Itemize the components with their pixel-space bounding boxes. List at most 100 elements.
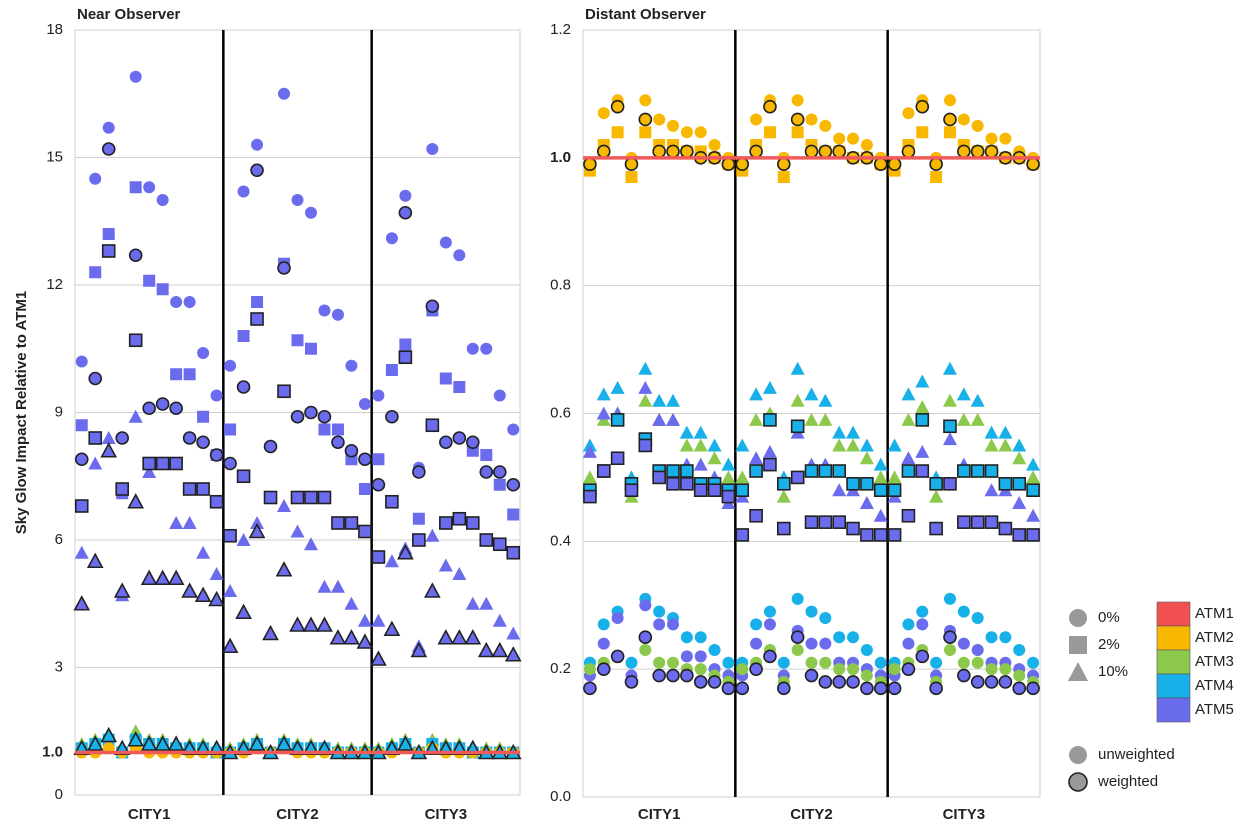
data-point xyxy=(901,412,916,426)
data-point xyxy=(399,189,412,202)
data-point xyxy=(1026,470,1041,484)
data-point xyxy=(182,516,197,529)
data-point xyxy=(777,681,791,696)
data-point xyxy=(142,456,156,471)
data-point xyxy=(156,194,169,206)
data-point xyxy=(102,121,115,134)
data-point xyxy=(290,524,305,538)
y-tick-label: 3 xyxy=(55,658,63,675)
data-point xyxy=(425,528,440,542)
data-point xyxy=(791,94,804,107)
y-tick-label: 9 xyxy=(55,403,63,420)
data-point xyxy=(832,515,846,529)
data-point xyxy=(929,521,943,536)
data-point xyxy=(984,483,999,497)
data-point xyxy=(480,449,493,461)
data-point xyxy=(693,425,708,439)
data-point xyxy=(859,438,874,452)
data-point xyxy=(596,144,611,159)
data-point xyxy=(652,470,666,485)
data-point xyxy=(956,412,971,426)
data-point xyxy=(859,495,874,509)
data-point xyxy=(250,163,264,178)
data-point xyxy=(804,387,819,401)
data-point xyxy=(250,312,264,326)
data-point xyxy=(639,643,652,656)
data-point xyxy=(749,144,763,159)
data-point xyxy=(385,364,398,376)
data-point xyxy=(680,477,694,491)
data-point xyxy=(358,483,371,495)
data-point xyxy=(357,613,372,627)
data-point xyxy=(302,616,320,632)
data-point xyxy=(493,478,506,491)
data-point xyxy=(251,296,264,308)
data-point xyxy=(583,157,597,172)
legend-swatch xyxy=(1156,601,1191,627)
data-point xyxy=(102,228,115,240)
data-point xyxy=(208,590,225,607)
data-point xyxy=(88,456,103,470)
data-point xyxy=(984,144,999,159)
data-point xyxy=(356,633,374,649)
data-point xyxy=(901,144,916,159)
data-point xyxy=(957,144,971,159)
data-point xyxy=(999,631,1012,644)
data-point xyxy=(371,477,386,492)
y-tick-label: 15 xyxy=(46,148,63,165)
data-point xyxy=(465,596,480,610)
data-point xyxy=(1013,669,1026,682)
data-point xyxy=(819,612,832,625)
data-point xyxy=(237,330,250,342)
data-point xyxy=(638,630,653,645)
data-point xyxy=(425,418,440,433)
data-point xyxy=(916,605,929,618)
data-point xyxy=(970,144,985,159)
data-point xyxy=(749,464,763,478)
data-point xyxy=(901,508,916,523)
data-point xyxy=(667,656,680,669)
data-point xyxy=(666,668,680,683)
y-axis-label: Sky Glow Impact Relative to ATM1 xyxy=(13,291,30,534)
data-point xyxy=(942,361,957,375)
data-point xyxy=(438,558,453,572)
data-point xyxy=(957,656,970,669)
data-point xyxy=(707,675,722,689)
data-point xyxy=(708,139,721,152)
data-point xyxy=(887,470,902,484)
data-point xyxy=(248,522,266,539)
data-point xyxy=(804,515,819,529)
data-point xyxy=(846,438,861,452)
data-point xyxy=(832,438,847,452)
data-point xyxy=(466,435,480,450)
data-point xyxy=(343,629,360,645)
data-point xyxy=(943,630,957,645)
data-point xyxy=(452,511,467,526)
data-point xyxy=(818,393,833,407)
data-point xyxy=(491,641,509,658)
data-point xyxy=(943,592,956,605)
data-point xyxy=(693,483,708,498)
data-point xyxy=(860,139,873,152)
data-point xyxy=(680,650,693,663)
data-point xyxy=(929,489,944,503)
data-point xyxy=(846,521,860,536)
legend-swatch xyxy=(1156,673,1191,699)
data-point xyxy=(383,620,401,637)
data-point xyxy=(804,144,819,159)
data-point xyxy=(194,586,212,603)
data-point xyxy=(169,456,183,471)
legend-label: 10% xyxy=(1098,663,1128,680)
data-point xyxy=(182,431,197,445)
data-point xyxy=(694,126,707,139)
data-point xyxy=(984,464,999,478)
legend-label: 2% xyxy=(1098,636,1120,653)
data-point xyxy=(1026,483,1040,498)
data-point xyxy=(847,631,860,644)
data-point xyxy=(957,605,970,618)
data-point xyxy=(439,236,452,249)
data-point xyxy=(115,482,129,496)
data-point xyxy=(1013,643,1026,656)
data-point xyxy=(1026,508,1041,522)
data-point xyxy=(832,425,847,439)
